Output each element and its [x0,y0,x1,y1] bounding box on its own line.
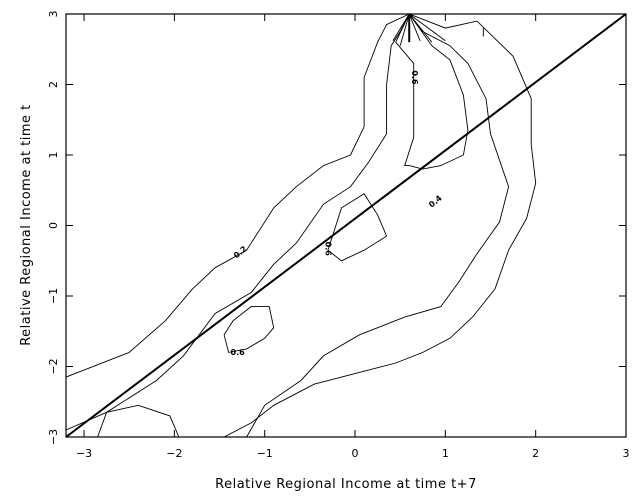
contour-line-0_6-3 [327,193,388,262]
y-tick-label-6: 3 [47,11,60,18]
y-axis-ticks: −3 −2 −1 0 1 2 3 [47,11,626,445]
contour-line-0_6-2 [395,13,469,170]
contour-lines [65,13,537,438]
contour-line-0_2-0 [65,13,537,438]
contour-label-1: 0.4 [427,193,444,209]
x-tick-label-1: −2 [166,447,182,460]
contour-label-0: 0.2 [232,244,249,260]
y-tick-label-5: 2 [47,81,60,88]
x-tick-label-0: −3 [76,447,92,460]
contour-spike-3 [408,13,421,41]
contour-label-4: 0.6 [231,348,246,357]
x-tick-label-6: 3 [623,447,630,460]
y-axis-label: Relative Regional Income at time t [19,104,34,346]
contour-spike-1 [399,13,410,46]
x-tick-label-3: 0 [352,447,359,460]
y-tick-label-4: 1 [47,152,60,159]
contour-spikes [392,13,484,46]
x-tick-label-2: −1 [257,447,273,460]
y-tick-label-3: 0 [47,222,60,229]
y-tick-label-1: −2 [47,358,60,374]
x-axis-ticks: −3 −2 −1 0 1 2 3 [76,14,630,460]
contour-spike-0 [392,13,410,42]
y-tick-label-0: −3 [47,429,60,445]
contour-line-0_6-4 [223,306,275,353]
y-tick-label-2: −1 [47,288,60,304]
contour-spike-4 [408,13,433,43]
x-axis-label: Relative Regional Income at time t+7 [215,477,477,492]
contour-line-0_6-5 [97,404,180,438]
x-tick-label-4: 1 [442,447,449,460]
contour-line-0_4-1 [65,13,510,438]
contour-spike-5 [408,13,446,42]
contour-label-3: 0.6 [323,242,332,257]
diagonal-reference-line [65,13,627,438]
x-tick-label-5: 2 [532,447,539,460]
reference-line [65,13,627,438]
contour-labels: 0.2 0.4 0.6 0.6 0.6 [231,70,445,357]
contour-label-2: 0.6 [410,70,419,85]
